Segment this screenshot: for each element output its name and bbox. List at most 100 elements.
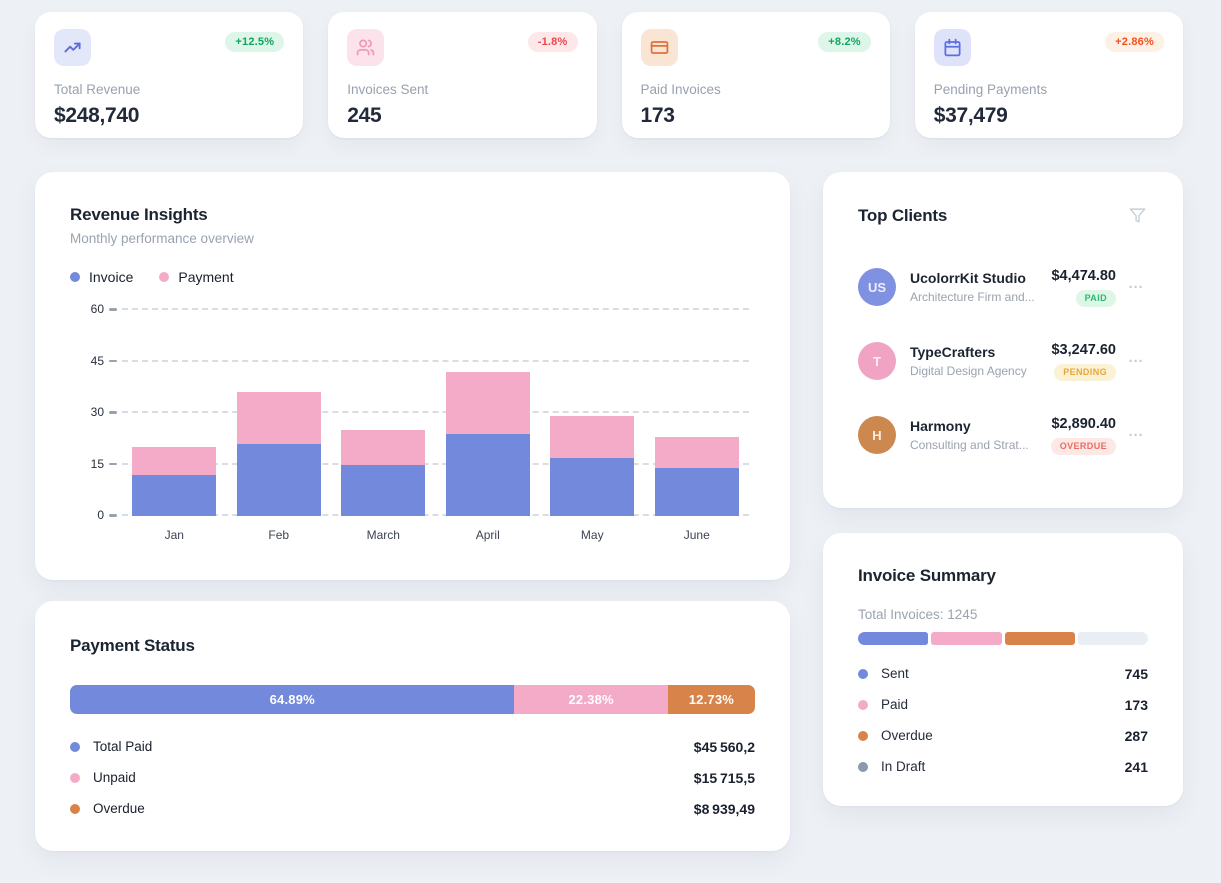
y-tick-label: 60 — [90, 302, 104, 316]
chart-legend: Invoice Payment — [70, 269, 755, 285]
y-tick-label: 0 — [97, 508, 104, 522]
revenue-chart-plot: 0 15 30 45 60 — [91, 302, 749, 522]
client-subtitle: Consulting and Strat... — [910, 438, 1029, 452]
revenue-chart-xaxis: Jan Feb March April May June — [122, 528, 749, 542]
legend-row-overdue: Overdue $8 939,49 — [70, 793, 755, 824]
y-tick-mark — [109, 411, 117, 414]
panel-subtitle: Monthly performance overview — [70, 231, 254, 246]
bar-invoice-march[interactable] — [341, 464, 426, 516]
x-tick-label-may: May — [580, 528, 604, 542]
more-options-icon[interactable]: ··· — [1124, 353, 1148, 370]
more-options-icon[interactable]: ··· — [1124, 427, 1148, 444]
bar-invoice-june[interactable] — [654, 467, 739, 516]
revenue-chart: 0 15 30 45 60 Jan Feb March April May June — [91, 302, 749, 542]
panel-title: Top Clients — [858, 205, 948, 225]
status-badge: -1.8% — [527, 32, 578, 52]
stat-card-pending-payments: +2.86% Pending Payments $37,479 — [914, 12, 1183, 138]
legend-dot-paid — [858, 699, 868, 710]
credit-card-icon — [640, 29, 678, 66]
trending-up-icon — [54, 29, 91, 66]
invoice-summary-panel: Invoice Summary Total Invoices: 1245 Sen… — [823, 533, 1183, 806]
bar-group-april — [436, 310, 541, 516]
bar-invoice-may[interactable] — [550, 457, 635, 516]
x-tick-label-june: June — [683, 528, 710, 542]
bar-payment-june[interactable] — [654, 437, 739, 468]
panel-title: Revenue Insights — [70, 205, 208, 224]
bar-groups — [122, 310, 749, 516]
avatar: US — [858, 268, 896, 306]
x-tick-label-jan: Jan — [164, 528, 184, 542]
client-row-ucolorrkit[interactable]: US UcolorrKit Studio Architecture Firm a… — [858, 254, 1148, 320]
stat-label: Pending Payments — [933, 82, 1048, 97]
stat-label: Invoices Sent — [347, 82, 429, 97]
revenue-insights-panel: Revenue Insights Monthly performance ove… — [35, 172, 790, 580]
users-icon — [347, 29, 385, 66]
gridline-60: 60 — [91, 302, 749, 316]
stats-row: +12.5% Total Revenue $248,740 -1.8% Invo… — [35, 12, 1183, 138]
x-tick-label-feb: Feb — [268, 528, 290, 542]
summary-bar-segment-sent — [858, 632, 929, 645]
client-amount: $3,247.60 — [1051, 341, 1116, 358]
invoice-summary-bar — [858, 632, 1148, 645]
client-list: US UcolorrKit Studio Architecture Firm a… — [858, 254, 1148, 468]
funnel-icon — [1129, 207, 1146, 224]
legend-amount: $8 939,49 — [693, 800, 755, 817]
stat-label: Paid Invoices — [640, 82, 721, 97]
panel-title: Payment Status — [70, 636, 195, 655]
bar-payment-april[interactable] — [445, 371, 530, 434]
legend-label: Total Paid — [93, 739, 153, 754]
calendar-icon — [933, 29, 971, 66]
filter-button[interactable] — [1127, 205, 1148, 226]
legend-label: Overdue — [93, 801, 145, 816]
y-tick-mark — [109, 308, 117, 311]
y-tick-label: 45 — [90, 353, 104, 368]
bar-stack — [236, 310, 321, 516]
avatar: T — [858, 342, 896, 380]
bar-invoice-feb[interactable] — [236, 443, 321, 516]
avatar: H — [858, 416, 896, 454]
payment-status-legend: Total Paid $45 560,2 Unpaid $15 715,5 Ov… — [70, 731, 755, 824]
legend-row-total-paid: Total Paid $45 560,2 — [70, 731, 755, 762]
summary-row-overdue: Overdue 287 — [858, 720, 1148, 751]
gridline-15: 15 — [91, 457, 749, 471]
bar-group-march — [331, 310, 436, 516]
legend-dot-sent — [858, 668, 868, 679]
client-row-typecrafters[interactable]: T TypeCrafters Digital Design Agency $3,… — [858, 328, 1148, 394]
summary-value: 241 — [1124, 758, 1148, 775]
bar-group-may — [540, 310, 645, 516]
client-row-harmony[interactable]: H Harmony Consulting and Strat... $2,890… — [858, 402, 1148, 468]
summary-value: 745 — [1124, 665, 1148, 682]
legend-label: Unpaid — [93, 770, 136, 785]
gridline-45: 45 — [91, 354, 749, 368]
payment-bar-segment-overdue: 12.73% — [667, 685, 755, 714]
dashboard-page: +12.5% Total Revenue $248,740 -1.8% Invo… — [0, 12, 1221, 883]
client-name: Harmony — [910, 418, 971, 434]
bar-invoice-jan[interactable] — [132, 474, 217, 516]
bar-invoice-april[interactable] — [445, 433, 530, 516]
more-options-icon[interactable]: ··· — [1124, 279, 1148, 296]
bar-payment-may[interactable] — [550, 416, 635, 458]
payment-bar-segment-unpaid: 22.38% — [514, 685, 668, 714]
payment-status-bar: 64.89% 22.38% 12.73% — [70, 685, 755, 714]
summary-label: Sent — [881, 666, 909, 681]
invoice-summary-list: Sent 745 Paid 173 Overdue 287 — [858, 658, 1148, 782]
summary-value: 173 — [1124, 696, 1148, 713]
bar-payment-feb[interactable] — [236, 392, 321, 444]
payment-status-panel: Payment Status 64.89% 22.38% 12.73% Total … — [35, 601, 790, 851]
stat-value: $248,740 — [54, 104, 140, 127]
bar-payment-march[interactable] — [341, 430, 426, 465]
summary-row-paid: Paid 173 — [858, 689, 1148, 720]
x-tick-label-april: April — [475, 528, 500, 542]
client-subtitle: Architecture Firm and... — [910, 290, 1035, 304]
summary-row-in-draft: In Draft 241 — [858, 751, 1148, 782]
summary-bar-segment-paid — [931, 632, 1002, 645]
summary-row-sent: Sent 745 — [858, 658, 1148, 689]
summary-bar-segment-overdue — [1004, 632, 1075, 645]
bar-payment-jan[interactable] — [132, 447, 217, 475]
status-badge: +8.2% — [818, 32, 871, 52]
top-clients-panel: Top Clients US UcolorrKit Studio — [823, 172, 1183, 508]
summary-label: Paid — [881, 697, 909, 712]
legend-item-payment: Payment — [159, 269, 234, 285]
legend-dot-invoice — [70, 272, 80, 282]
client-amount: $2,890.40 — [1051, 415, 1116, 432]
